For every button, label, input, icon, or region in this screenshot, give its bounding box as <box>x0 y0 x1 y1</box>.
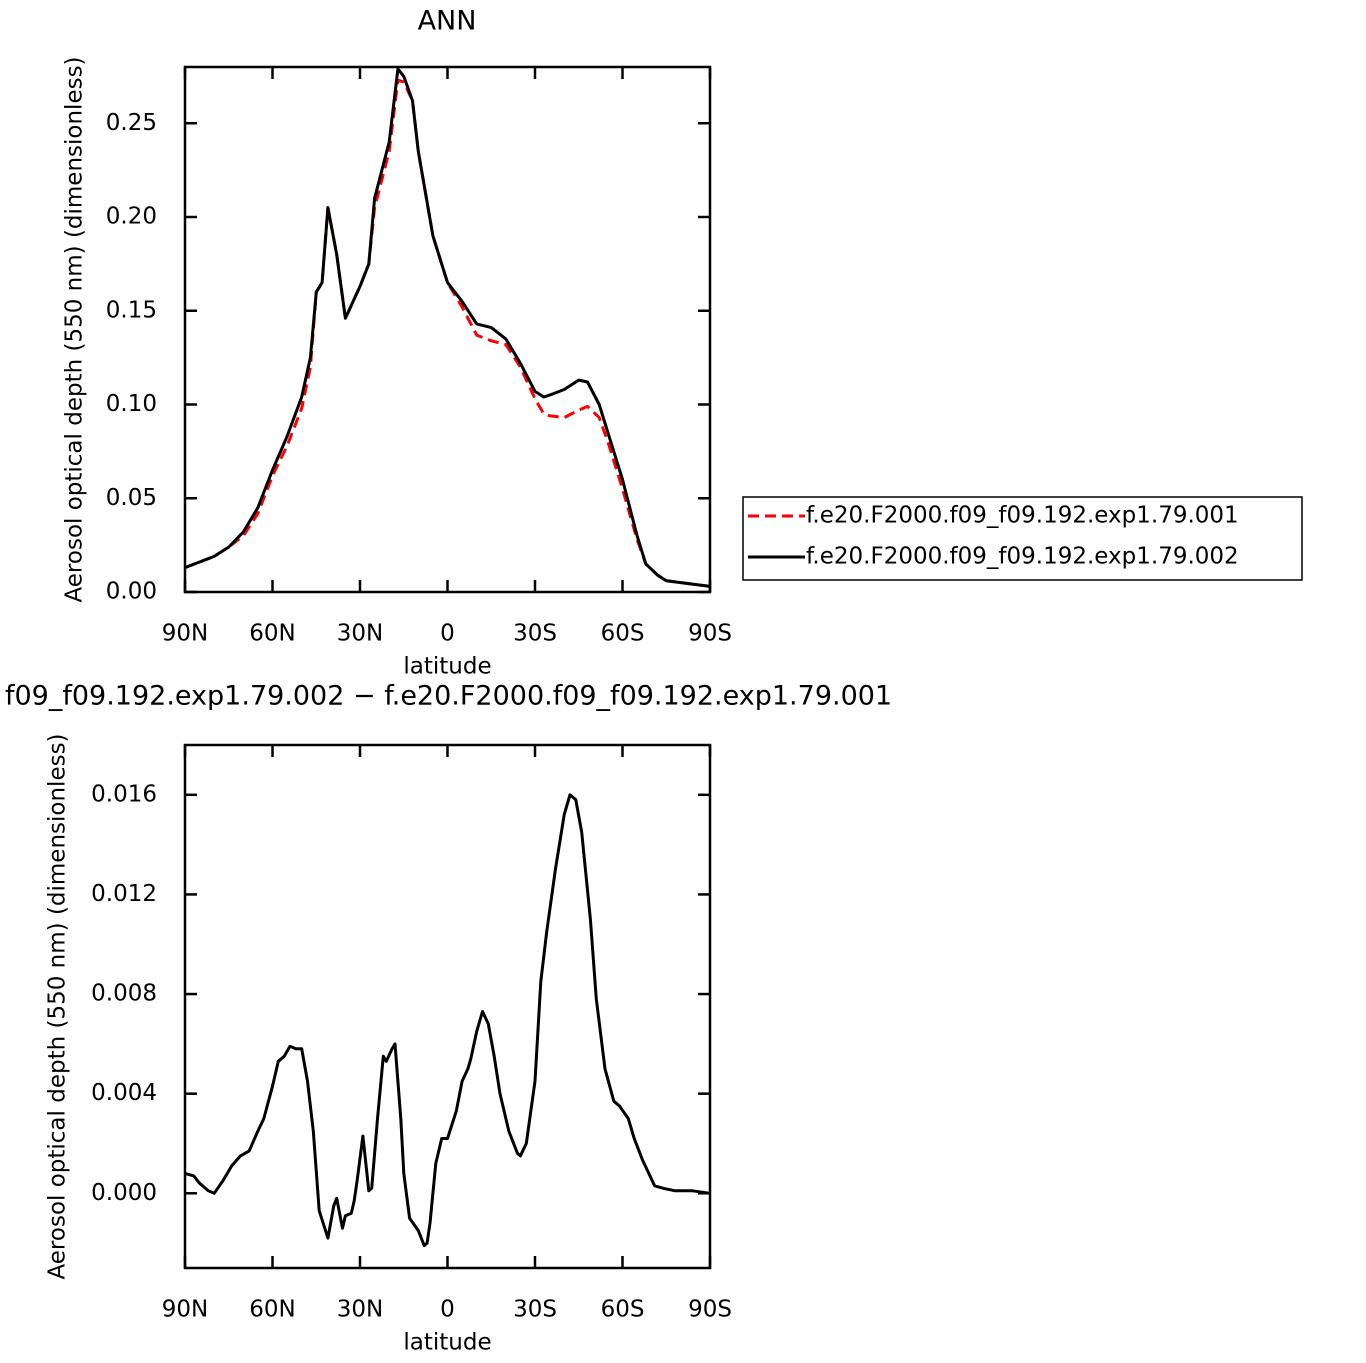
x-tick-label: 90N <box>162 621 208 647</box>
x-tick-label: 0 <box>440 1297 455 1323</box>
x-tick-label: 30S <box>513 621 557 647</box>
x-tick-label: 90N <box>162 1297 208 1323</box>
y-axis-label: Aerosol optical depth (550 nm) (dimensio… <box>45 733 71 1279</box>
y-tick-label: 0.25 <box>106 110 157 136</box>
x-tick-label: 90S <box>688 1297 732 1323</box>
y-tick-label: 0.012 <box>91 881 157 907</box>
y-axis-label: Aerosol optical depth (550 nm) (dimensio… <box>62 56 88 602</box>
x-tick-label: 90S <box>688 621 732 647</box>
x-axis-label: latitude <box>403 1330 491 1356</box>
data-line <box>184 793 711 1248</box>
plot-frame <box>183 743 712 1270</box>
y-tick-label: 0.20 <box>106 204 157 230</box>
x-tick-label: 60S <box>601 621 645 647</box>
x-tick-label: 60S <box>601 1297 645 1323</box>
y-tick-label: 0.00 <box>106 579 157 605</box>
legend-box <box>742 496 1303 581</box>
x-tick-label: 30N <box>337 1297 383 1323</box>
legend-label: f.e20.F2000.f09_f09.192.exp1.79.001 <box>806 503 1239 529</box>
data-line <box>184 67 711 588</box>
x-tick-label: 30N <box>337 621 383 647</box>
y-tick-label: 0.05 <box>106 485 157 511</box>
y-tick-label: 0.004 <box>91 1080 157 1106</box>
chart-title: ANN <box>418 6 477 37</box>
x-tick-label: 30S <box>513 1297 557 1323</box>
x-tick-label: 60N <box>249 621 295 647</box>
chart-title: f09_f09.192.exp1.79.002 − f.e20.F2000.f0… <box>5 681 892 712</box>
plot-frame <box>183 65 712 594</box>
x-tick-label: 60N <box>249 1297 295 1323</box>
x-tick-label: 0 <box>440 621 455 647</box>
y-tick-label: 0.10 <box>106 391 157 417</box>
x-axis-label: latitude <box>403 654 491 680</box>
y-tick-label: 0.008 <box>91 981 157 1007</box>
y-tick-label: 0.15 <box>106 297 157 323</box>
y-tick-label: 0.016 <box>91 781 157 807</box>
legend-label: f.e20.F2000.f09_f09.192.exp1.79.002 <box>806 544 1239 570</box>
y-tick-label: 0.000 <box>91 1180 157 1206</box>
